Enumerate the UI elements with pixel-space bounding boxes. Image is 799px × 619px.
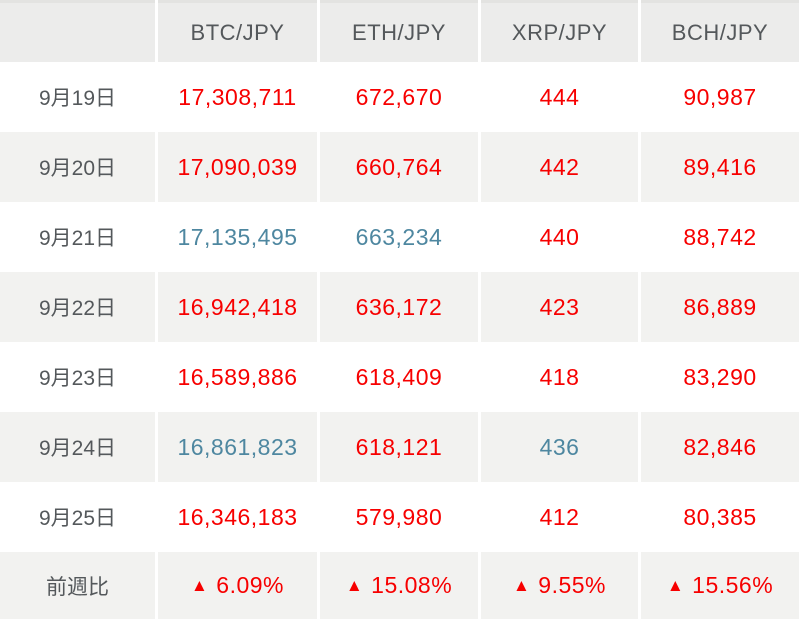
price-cell: 636,172 — [320, 272, 478, 342]
price-cell: 412 — [481, 482, 638, 552]
table-row: 9月22日 16,942,418 636,172 423 86,889 — [0, 272, 799, 342]
price-cell: 660,764 — [320, 132, 478, 202]
price-cell: 579,980 — [320, 482, 478, 552]
price-cell: 17,308,711 — [158, 62, 317, 132]
price-cell: 423 — [481, 272, 638, 342]
header-cell-date — [0, 0, 155, 62]
price-cell: 17,090,039 — [158, 132, 317, 202]
table-row: 9月21日 17,135,495 663,234 440 88,742 — [0, 202, 799, 272]
up-triangle-icon: ▲ — [190, 576, 209, 595]
header-cell-eth: ETH/JPY — [320, 0, 478, 62]
weekly-change-value: 15.56% — [692, 572, 774, 598]
header-row: BTC/JPY ETH/JPY XRP/JPY BCH/JPY — [0, 0, 799, 62]
weekly-change-label: 前週比 — [0, 552, 155, 619]
price-cell: 89,416 — [641, 132, 799, 202]
table-row: 9月25日 16,346,183 579,980 412 80,385 — [0, 482, 799, 552]
weekly-change-cell: ▲ 15.56% — [641, 552, 799, 619]
price-cell: 663,234 — [320, 202, 478, 272]
price-cell: 16,861,823 — [158, 412, 317, 482]
header-cell-xrp: XRP/JPY — [481, 0, 638, 62]
price-cell: 88,742 — [641, 202, 799, 272]
price-cell: 86,889 — [641, 272, 799, 342]
weekly-change-cell: ▲ 9.55% — [481, 552, 638, 619]
price-cell: 444 — [481, 62, 638, 132]
price-cell: 618,121 — [320, 412, 478, 482]
price-cell: 618,409 — [320, 342, 478, 412]
date-label: 9月23日 — [0, 342, 155, 412]
weekly-change-cell: ▲ 15.08% — [320, 552, 478, 619]
up-triangle-icon: ▲ — [666, 576, 685, 595]
price-cell: 80,385 — [641, 482, 799, 552]
price-cell: 442 — [481, 132, 638, 202]
price-cell: 440 — [481, 202, 638, 272]
table-row: 9月19日 17,308,711 672,670 444 90,987 — [0, 62, 799, 132]
price-cell: 83,290 — [641, 342, 799, 412]
price-cell: 16,346,183 — [158, 482, 317, 552]
weekly-change-value: 6.09% — [216, 572, 285, 598]
price-cell: 16,589,886 — [158, 342, 317, 412]
table-row: 9月24日 16,861,823 618,121 436 82,846 — [0, 412, 799, 482]
price-cell: 418 — [481, 342, 638, 412]
price-cell: 672,670 — [320, 62, 478, 132]
price-cell: 90,987 — [641, 62, 799, 132]
weekly-change-value: 9.55% — [538, 572, 607, 598]
date-label: 9月25日 — [0, 482, 155, 552]
price-cell: 16,942,418 — [158, 272, 317, 342]
table-row: 9月20日 17,090,039 660,764 442 89,416 — [0, 132, 799, 202]
weekly-change-cell: ▲ 6.09% — [158, 552, 317, 619]
table-body: 9月19日 17,308,711 672,670 444 90,987 9月20日 17,0… — [0, 62, 799, 619]
date-label: 9月19日 — [0, 62, 155, 132]
price-cell: 17,135,495 — [158, 202, 317, 272]
up-triangle-icon: ▲ — [512, 576, 531, 595]
up-triangle-icon: ▲ — [345, 576, 364, 595]
date-label: 9月24日 — [0, 412, 155, 482]
table-row: 9月23日 16,589,886 618,409 418 83,290 — [0, 342, 799, 412]
weekly-change-row: 前週比 ▲ 6.09% ▲ 15.08% ▲ 9.55% ▲ 15.56% — [0, 552, 799, 619]
header-cell-btc: BTC/JPY — [158, 0, 317, 62]
date-label: 9月22日 — [0, 272, 155, 342]
date-label: 9月20日 — [0, 132, 155, 202]
weekly-change-value: 15.08% — [371, 572, 453, 598]
header-cell-bch: BCH/JPY — [641, 0, 799, 62]
price-cell: 82,846 — [641, 412, 799, 482]
price-cell: 436 — [481, 412, 638, 482]
date-label: 9月21日 — [0, 202, 155, 272]
